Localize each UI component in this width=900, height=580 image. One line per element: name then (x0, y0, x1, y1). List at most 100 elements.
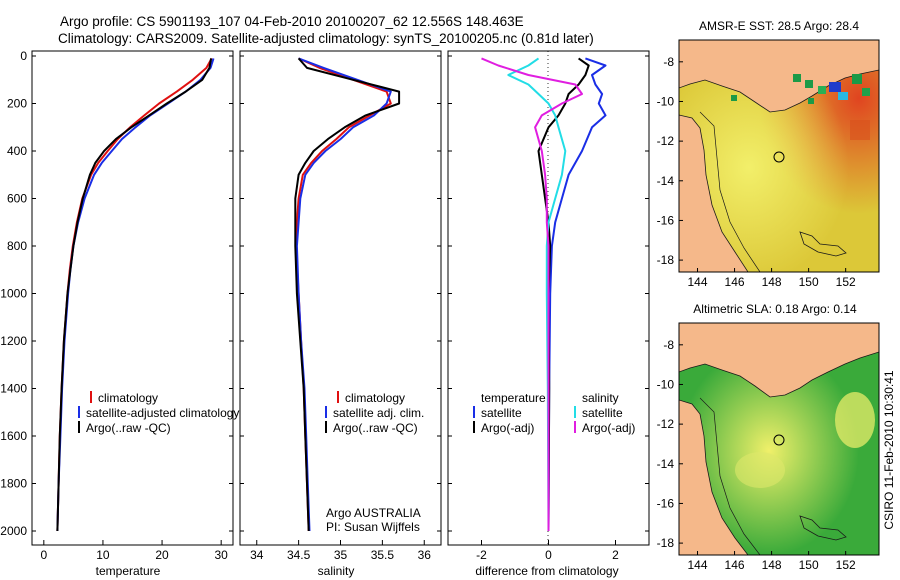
salinity-x-axis: 34 34.5 35 35.5 36 (240, 55, 441, 562)
legend-label-temp-satellite: satellite (481, 406, 522, 420)
sst-map-axes: 144 146 148 150 152 -8 -10 -12 -14 -16 -18 (657, 55, 856, 289)
map-x-tick-label: 150 (799, 275, 819, 289)
depth-tick-label: 1200 (0, 334, 27, 348)
sst-missing-pixel (862, 88, 870, 96)
legend-label-climatology: climatology (98, 391, 158, 405)
sla-map-title: Altimetric SLA: 0.18 Argo: 0.14 (693, 302, 857, 316)
map-y-tick-label: -14 (657, 457, 675, 471)
sst-missing-pixel (852, 74, 862, 84)
map-y-tick-label: -12 (657, 134, 675, 148)
map-y-tick-label: -14 (657, 174, 675, 188)
map-y-tick-label: -12 (657, 417, 675, 431)
sla-islands (799, 515, 847, 541)
depth-tick-label: 1000 (0, 287, 27, 301)
x-tick-label: 34 (250, 548, 264, 562)
map-y-tick-label: -8 (663, 55, 674, 69)
legend-label-climatology: climatology (345, 391, 405, 405)
sst-hotspot-2 (850, 120, 870, 140)
salinity-legend: climatology satellite adj. clim. Argo(..… (325, 391, 424, 435)
legend-label-temp-argo: Argo(-adj) (481, 421, 534, 435)
depth-tick-label: 2000 (0, 524, 27, 538)
map-y-tick-label: -18 (657, 253, 675, 267)
csiro-timestamp-label: CSIRO 11-Feb-2010 10:30:41 (882, 370, 896, 530)
depth-axis: 0 200 400 600 800 1000 1200 1400 1600 1800 2000 (0, 49, 27, 538)
sst-map-title: AMSR-E SST: 28.5 Argo: 28.4 (699, 19, 859, 33)
sst-missing-pixel (731, 95, 737, 101)
sst-map-frame (678, 39, 880, 273)
depth-tick-label: 1400 (0, 382, 27, 396)
map-y-tick-label: -10 (657, 377, 675, 391)
legend-header-salinity: salinity (582, 391, 619, 405)
sst-land-australia (679, 114, 749, 272)
series-line-argo-raw-qc (294, 57, 401, 532)
temperature-legend: climatology satellite-adjusted climatolo… (78, 391, 239, 435)
x-tick-label: 0 (40, 548, 47, 562)
series-line-salinity-argo-adj (481, 57, 583, 531)
salinity-panel (239, 50, 442, 546)
depth-tick-label: 800 (7, 239, 27, 253)
depth-tick-label: 1800 (0, 477, 27, 491)
difference-x-axis: -2 0 2 (448, 55, 649, 562)
map-x-tick-label: 146 (725, 558, 745, 572)
sst-map (679, 40, 879, 272)
map-y-tick-label: -16 (657, 496, 675, 510)
sla-high-patch (835, 392, 875, 448)
map-y-tick-label: -18 (657, 536, 675, 550)
sst-land-new-guinea (679, 40, 879, 113)
sla-land-new-guinea (679, 323, 879, 398)
legend-label-argo: Argo(..raw -QC) (86, 421, 171, 435)
difference-axis-label: difference from climatology (475, 564, 618, 578)
temperature-series (56, 57, 215, 532)
temperature-axis-label: temperature (96, 564, 161, 578)
x-tick-label: 20 (155, 548, 169, 562)
difference-legend-salinity: salinity satellite Argo(-adj) (574, 391, 635, 435)
depth-tick-label: 200 (7, 97, 27, 111)
depth-tick-label: 1600 (0, 429, 27, 443)
sst-islands (799, 231, 847, 257)
sla-reef-outline (699, 397, 761, 555)
sla-map-axes: 144 146 148 150 152 -8 -10 -12 -14 -16 -18 (657, 338, 856, 572)
x-tick-label: -2 (476, 548, 487, 562)
series-line-salinity-satellite (507, 57, 567, 532)
legend-label-sal-satellite: satellite (582, 406, 623, 420)
sla-argo-location-marker (773, 434, 785, 446)
map-x-tick-label: 144 (688, 558, 708, 572)
sla-high-patch-2 (735, 452, 785, 488)
depth-tick-label: 400 (7, 144, 27, 158)
sst-reef-outline (699, 111, 761, 272)
temperature-x-axis: 0 10 20 30 (32, 55, 233, 562)
sst-missing-pixel (793, 74, 801, 82)
argo-australia-label: Argo AUSTRALIA (326, 506, 421, 520)
series-line-temperature-satellite (547, 57, 607, 532)
sst-missing-pixel (805, 80, 813, 88)
temperature-panel (31, 50, 234, 546)
header-title-line2: Climatology: CARS2009. Satellite-adjuste… (58, 31, 594, 46)
x-tick-label: 34.5 (287, 548, 311, 562)
sla-land-australia (679, 399, 749, 555)
x-tick-label: 10 (96, 548, 110, 562)
salinity-axis-label: salinity (318, 564, 355, 578)
sla-map (679, 323, 879, 555)
x-tick-label: 30 (214, 548, 228, 562)
legend-label-argo: Argo(..raw -QC) (333, 421, 418, 435)
header-title-line1: Argo profile: CS 5901193_107 04-Feb-2010… (60, 14, 524, 29)
pi-label: PI: Susan Wijffels (326, 520, 420, 534)
series-line-argo-raw-qc (56, 58, 213, 532)
sst-missing-pixel (818, 86, 826, 94)
legend-label-satellite: satellite-adjusted climatology (86, 406, 239, 420)
map-x-tick-label: 146 (725, 275, 745, 289)
legend-label-sal-argo: Argo(-adj) (582, 421, 635, 435)
x-tick-label: 35.5 (371, 548, 395, 562)
map-y-tick-label: -16 (657, 213, 675, 227)
x-tick-label: 0 (545, 548, 552, 562)
sst-missing-pixel (838, 92, 848, 100)
sst-missing-pixel (808, 98, 814, 104)
map-x-tick-label: 152 (836, 275, 856, 289)
x-tick-label: 2 (612, 548, 619, 562)
depth-tick-label: 600 (7, 192, 27, 206)
x-tick-label: 36 (418, 548, 432, 562)
legend-label-satellite: satellite adj. clim. (333, 406, 424, 420)
series-line-satellite-adj-clim (295, 57, 392, 532)
sla-map-frame (678, 322, 880, 556)
